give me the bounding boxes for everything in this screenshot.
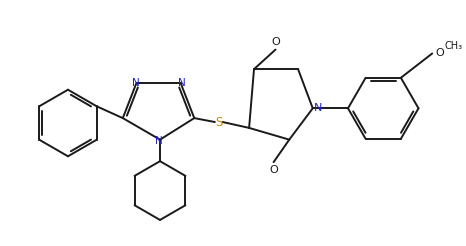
Text: N: N xyxy=(314,103,322,113)
Text: CH₃: CH₃ xyxy=(445,41,463,51)
Text: O: O xyxy=(271,37,280,47)
Text: N: N xyxy=(132,78,139,88)
Text: S: S xyxy=(215,116,222,128)
Text: O: O xyxy=(435,47,444,58)
Text: N: N xyxy=(155,136,163,146)
Text: O: O xyxy=(269,165,278,175)
Text: N: N xyxy=(178,78,185,88)
